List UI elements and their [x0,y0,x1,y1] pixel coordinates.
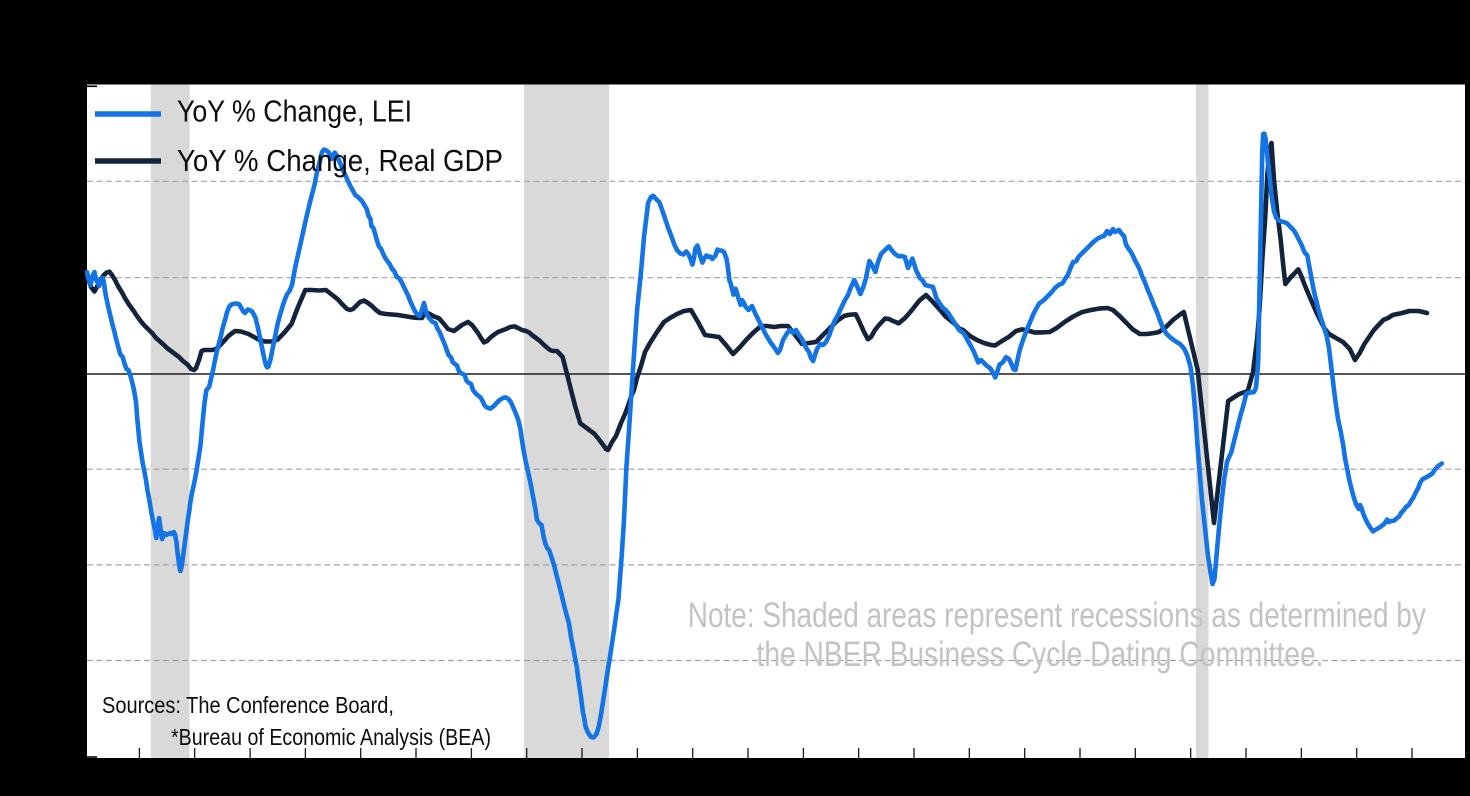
svg-text:YoY % Change, Real GDP: YoY % Change, Real GDP [177,143,503,178]
svg-text:*Bureau of Economic Analysis (: *Bureau of Economic Analysis (BEA) [171,724,491,750]
svg-text:YoY % Change, LEI: YoY % Change, LEI [177,94,412,129]
svg-text:Note: Shaded areas represent r: Note: Shaded areas represent recessions … [688,596,1426,635]
svg-text:Sources: The Conference Board,: Sources: The Conference Board, [102,692,394,718]
svg-text:the NBER Business Cycle Dating: the NBER Business Cycle Dating Committee… [757,635,1324,674]
